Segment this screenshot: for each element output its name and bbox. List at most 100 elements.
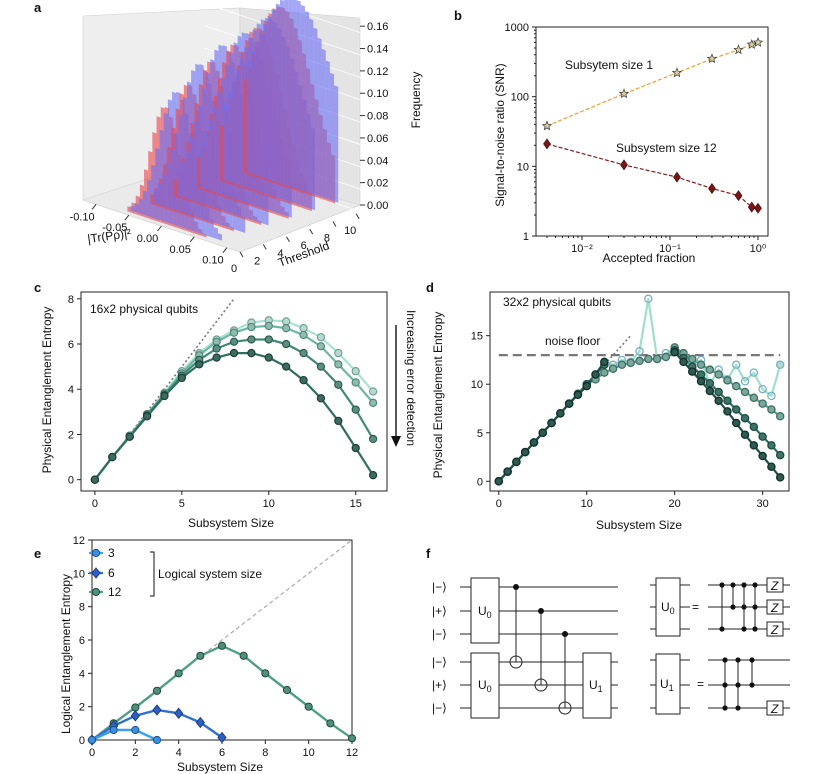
e-point [239, 651, 248, 660]
f-z-gate-3 [766, 621, 784, 637]
d-point [564, 399, 574, 408]
a-bar-blue [231, 80, 236, 184]
b-diamond-point [734, 190, 743, 202]
a-ytick-label: 8 [324, 233, 330, 245]
f-control-3 [562, 631, 568, 637]
e-point [217, 731, 227, 744]
b-legend-size12: Subsystem size 12 [616, 141, 717, 155]
c-point [160, 391, 169, 401]
d-point [494, 477, 504, 486]
f-ket-5: |+⟩ [432, 678, 447, 692]
c-point [351, 366, 360, 376]
a-bar-blue [284, 0, 289, 187]
c-point [368, 434, 378, 444]
c-point [368, 398, 378, 407]
a-bar-blue [313, 27, 318, 196]
e-point [195, 716, 205, 729]
c-arrow-head [391, 436, 401, 447]
a-ytick-label: 0 [231, 263, 237, 275]
b-xtick-label: 10⁻² [571, 243, 593, 255]
c-xtick-label: 5 [179, 498, 185, 510]
d-xlabel: Subsystem Size [596, 518, 682, 532]
c-point [368, 471, 378, 480]
d-point [749, 422, 759, 432]
e-xlabel: Subsystem Size [177, 760, 263, 774]
a-ytick [239, 251, 244, 258]
a-bar-blue [321, 48, 326, 199]
e-point [174, 669, 183, 678]
e-point [130, 710, 140, 722]
a-bar-blue [216, 91, 221, 195]
c-point [247, 322, 256, 332]
a-xtick-label: -0.05 [102, 222, 127, 234]
c-point [177, 373, 186, 383]
e-point [261, 669, 270, 678]
a-bar-blue [334, 85, 339, 203]
d-point [538, 428, 548, 438]
f-cz-top-dots [719, 582, 758, 632]
d-point [556, 409, 565, 418]
a-bar-blue [134, 202, 139, 214]
c-point [351, 443, 360, 453]
a-ytick [286, 236, 290, 243]
a-bar-blue [240, 57, 245, 187]
e-point [174, 707, 184, 720]
c-point [90, 475, 100, 484]
e-point [282, 685, 292, 695]
d-point [767, 462, 776, 471]
f-gate-u0-bottom-label: U0 [478, 678, 492, 694]
c-ytick-label: 8 [68, 294, 74, 306]
e-ytick-label: 0 [79, 735, 85, 747]
d-point [547, 418, 556, 428]
b-diamond-point [620, 159, 628, 171]
c-series-line-3 [94, 352, 375, 481]
c-point [125, 432, 134, 441]
a-xtick [189, 236, 195, 243]
c-point [299, 348, 308, 358]
a-bar-blue [254, 41, 260, 177]
a-bar-blue [227, 91, 232, 183]
a-xtick-label: 0.00 [137, 233, 158, 245]
d-point [731, 381, 741, 391]
c-point [282, 362, 291, 371]
a-ztick-label: 0.16 [367, 21, 388, 33]
b-xtick-label: 10⁰ [750, 243, 767, 255]
a-bar-blue [181, 160, 186, 198]
e-xtick-label: 12 [346, 747, 358, 759]
d-point [758, 384, 767, 394]
a-bar-blue [304, 10, 310, 193]
e-xtick-label: 6 [219, 747, 225, 759]
d-point [688, 367, 697, 376]
d-point [705, 386, 715, 396]
a-ztick-label: 0.10 [367, 88, 388, 100]
panel-label-b: b [454, 8, 462, 23]
c-point [142, 412, 152, 421]
a-bar-blue [288, 0, 293, 188]
a-bar-blue [153, 189, 158, 205]
d-series-line-0 [497, 297, 782, 483]
d-point [679, 357, 688, 367]
a-ytick [355, 213, 360, 220]
e-point [87, 735, 97, 745]
c-point [264, 321, 273, 331]
a-bar-blue [292, 0, 297, 189]
a-bar-blue [200, 142, 205, 189]
a-bar-blue [309, 18, 314, 195]
f-z-label-1: Z [770, 579, 779, 593]
a-ytick-label: 4 [277, 248, 283, 260]
a-ytick-label: 2 [254, 255, 260, 267]
d-point [767, 405, 776, 414]
b-ylabel: Signal-to-noise ratio (SNR) [493, 63, 507, 206]
b-star-point [671, 67, 683, 78]
e-point [109, 725, 118, 735]
a-ytick-label: 10 [344, 225, 356, 237]
a-bar-blue [170, 148, 175, 210]
d-point [731, 405, 741, 414]
a-bar-blue [217, 233, 223, 241]
panel-label-c: c [34, 280, 41, 295]
a-bar-blue [250, 50, 255, 175]
d-point [767, 441, 776, 450]
b-star-point [618, 88, 630, 99]
d-point [503, 467, 512, 476]
d-noise-label: noise floor [545, 334, 600, 348]
